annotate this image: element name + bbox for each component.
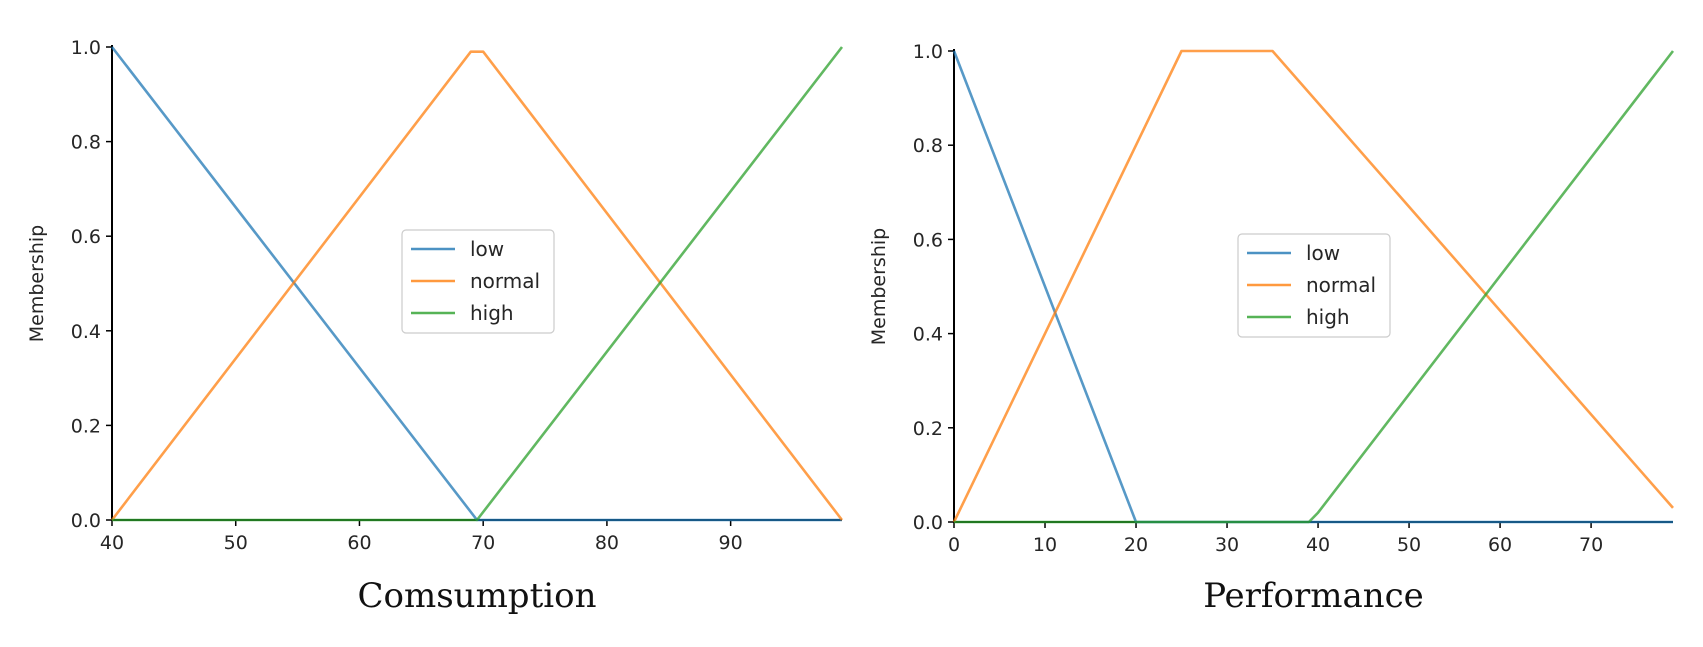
x-tick-label: 50 — [224, 532, 248, 554]
x-tick-label: 40 — [1306, 534, 1330, 556]
y-tick-label: 0.6 — [913, 229, 943, 251]
legend-label-normal: normal — [470, 269, 540, 293]
chart-caption: Comsumption — [358, 576, 597, 616]
chart-caption: Performance — [1203, 576, 1424, 616]
performance-chart: 0.0 0.2 0.4 0.6 0.8 1.0 0 10 20 30 40 50 60 70 Members… — [868, 41, 1675, 616]
legend: low normal high — [401, 229, 555, 334]
x-tick-label: 60 — [347, 532, 371, 554]
y-tick-label: 0.4 — [71, 321, 101, 343]
legend-label-normal: normal — [1306, 273, 1376, 297]
comsumption-chart: 0.0 0.2 0.4 0.6 0.8 1.0 40 50 60 70 80 90 Membership… — [26, 37, 844, 616]
legend: low normal high — [1237, 233, 1391, 338]
series-line-high — [954, 50, 1675, 524]
y-tick-label: 0.6 — [71, 226, 101, 248]
series-line-normal — [952, 49, 1674, 523]
x-tick-label: 90 — [719, 532, 743, 554]
x-tick-label: 70 — [1579, 534, 1603, 556]
x-tick-label: 10 — [1033, 534, 1057, 556]
y-tick-label: 1.0 — [71, 37, 101, 59]
y-tick-label: 0.8 — [913, 135, 943, 157]
y-tick-label: 0.2 — [71, 415, 101, 437]
x-tick-label: 50 — [1397, 534, 1421, 556]
x-tick-label: 0 — [948, 534, 960, 556]
x-tick-label: 70 — [471, 532, 495, 554]
legend-label-high: high — [470, 301, 514, 325]
y-tick-label: 0.0 — [71, 510, 101, 532]
y-tick-label: 0.0 — [913, 512, 943, 534]
legend-box — [1237, 233, 1391, 338]
legend-box — [401, 229, 555, 334]
y-tick-label: 0.4 — [913, 324, 943, 346]
x-tick-label: 40 — [100, 532, 124, 554]
x-tick-label: 20 — [1124, 534, 1148, 556]
x-tick-label: 60 — [1488, 534, 1512, 556]
y-tick-label: 0.8 — [71, 132, 101, 154]
x-tick-label: 30 — [1215, 534, 1239, 556]
legend-label-low: low — [1306, 241, 1340, 265]
series-line-high — [112, 46, 844, 522]
y-axis-label: Membership — [26, 225, 48, 342]
y-axis-label: Membership — [868, 228, 890, 345]
legend-label-high: high — [1306, 305, 1350, 329]
x-tick-label: 80 — [595, 532, 619, 554]
series-line-normal — [110, 50, 844, 521]
y-tick-label: 1.0 — [913, 41, 943, 63]
legend-label-low: low — [470, 237, 504, 261]
y-tick-label: 0.2 — [913, 418, 943, 440]
